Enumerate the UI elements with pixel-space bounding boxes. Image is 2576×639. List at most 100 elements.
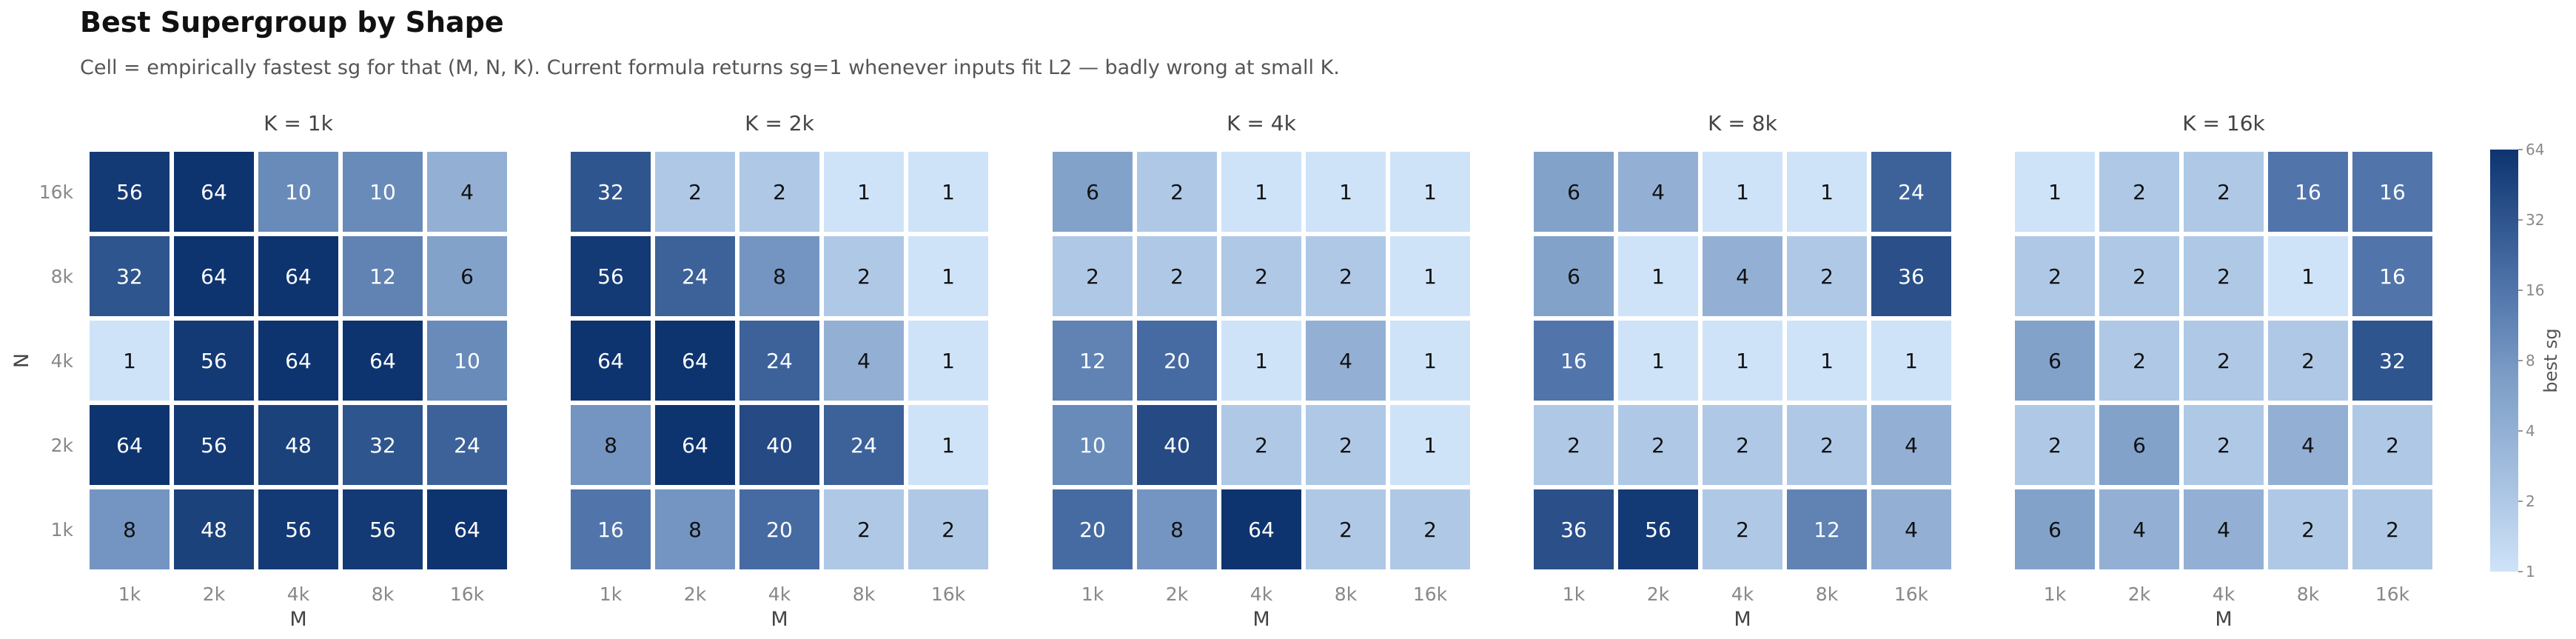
x-axis-label: M <box>289 608 306 631</box>
y-tick-label: 4k <box>51 350 74 372</box>
cell-label: 2 <box>942 518 955 542</box>
cell-label: 2 <box>2133 180 2146 204</box>
cell-label: 1 <box>857 180 871 204</box>
x-axis-label: M <box>1734 608 1751 631</box>
x-tick-label: 16k <box>931 583 966 605</box>
cell-label: 2 <box>1170 180 1184 204</box>
cell-label: 56 <box>201 433 227 458</box>
heatmap-cell <box>1301 147 1390 236</box>
heatmap-cell <box>1698 485 1787 574</box>
heatmap-cell <box>904 485 993 574</box>
y-tick-label: 8k <box>51 266 74 287</box>
heatmap-cell <box>423 147 511 236</box>
panel-title: K = 2k <box>745 111 814 136</box>
x-tick-label: 4k <box>1731 583 1754 605</box>
cell-label: 1 <box>1255 180 1268 204</box>
cell-label: 2 <box>2217 180 2230 204</box>
cell-label: 2 <box>1820 433 1834 458</box>
cell-label: 20 <box>1164 349 1190 373</box>
cell-label: 10 <box>1079 433 1106 458</box>
cell-label: 1 <box>942 349 955 373</box>
cell-label: 2 <box>2048 433 2062 458</box>
x-tick-label: 16k <box>1894 583 1929 605</box>
cell-label: 4 <box>1651 180 1665 204</box>
cell-label: 1 <box>1423 180 1437 204</box>
y-tick-label: 2k <box>51 435 74 456</box>
cell-label: 40 <box>1164 433 1190 458</box>
cell-label: 64 <box>201 264 227 289</box>
heatmap-cell <box>651 401 739 489</box>
x-tick-label: 1k <box>2044 583 2067 605</box>
cell-label: 2 <box>2301 349 2315 373</box>
cell-label: 16 <box>1560 349 1587 373</box>
heatmap-cell <box>1217 232 1306 321</box>
x-tick-label: 16k <box>450 583 485 605</box>
x-tick-label: 2k <box>1647 583 1670 605</box>
heatmap-cell <box>423 232 511 321</box>
cell-label: 20 <box>766 518 793 542</box>
x-tick-label: 4k <box>768 583 791 605</box>
cell-label: 64 <box>682 433 708 458</box>
heatmap-cell <box>254 232 343 321</box>
heatmap-cell <box>651 485 739 574</box>
cell-label: 2 <box>773 180 786 204</box>
heatmap-cell <box>1217 401 1306 489</box>
cell-label: 1 <box>1255 349 1268 373</box>
cell-label: 6 <box>2048 349 2062 373</box>
heatmap-cell <box>1217 147 1306 236</box>
cell-label: 2 <box>1820 264 1834 289</box>
heatmap-cell <box>1782 401 1871 489</box>
colorbar <box>2490 150 2518 572</box>
cell-label: 2 <box>1339 264 1352 289</box>
cell-label: 4 <box>1339 349 1352 373</box>
cell-label: 32 <box>116 264 143 289</box>
cell-label: 2 <box>2386 433 2399 458</box>
cell-label: 1 <box>1651 264 1665 289</box>
cell-label: 24 <box>682 264 708 289</box>
cell-label: 6 <box>1567 180 1580 204</box>
x-tick-label: 16k <box>2375 583 2410 605</box>
heatmap-cell <box>904 147 993 236</box>
cell-label: 1 <box>942 180 955 204</box>
cell-label: 1 <box>1820 349 1834 373</box>
cell-label: 10 <box>454 349 480 373</box>
cell-label: 12 <box>1079 349 1106 373</box>
cell-label: 4 <box>460 180 474 204</box>
cell-label: 6 <box>2048 518 2062 542</box>
x-tick-label: 1k <box>1081 583 1104 605</box>
cell-label: 40 <box>766 433 793 458</box>
cell-label: 24 <box>454 433 480 458</box>
cell-label: 36 <box>1898 264 1925 289</box>
heatmap-cell <box>904 401 993 489</box>
cell-label: 2 <box>1736 518 1749 542</box>
heatmap-cell <box>566 232 655 321</box>
heatmap-cell <box>1782 147 1871 236</box>
cell-label: 24 <box>1898 180 1925 204</box>
heatmap-cell <box>1529 485 1618 574</box>
heatmap-cell <box>735 316 824 405</box>
x-tick-label: 2k <box>1166 583 1189 605</box>
cell-label: 1 <box>2048 180 2062 204</box>
cell-label: 1 <box>1339 180 1352 204</box>
heatmap-cell <box>1133 147 1221 236</box>
cell-label: 64 <box>1248 518 1275 542</box>
cell-label: 6 <box>460 264 474 289</box>
cell-label: 2 <box>857 264 871 289</box>
heatmap-cell <box>1217 485 1306 574</box>
heatmap-cell <box>338 316 427 405</box>
x-axis-label: M <box>771 608 788 631</box>
cell-label: 1 <box>942 433 955 458</box>
cell-label: 10 <box>285 180 312 204</box>
x-tick-label: 4k <box>287 583 310 605</box>
cell-label: 56 <box>201 349 227 373</box>
panel-title: K = 8k <box>1708 111 1777 136</box>
cell-label: 2 <box>2386 518 2399 542</box>
cell-label: 2 <box>1736 433 1749 458</box>
cell-label: 1 <box>1736 180 1749 204</box>
heatmap-cell <box>170 401 258 489</box>
x-axis-label: M <box>2215 608 2232 631</box>
cell-label: 64 <box>116 433 143 458</box>
cell-label: 24 <box>851 433 877 458</box>
cell-label: 64 <box>285 349 312 373</box>
